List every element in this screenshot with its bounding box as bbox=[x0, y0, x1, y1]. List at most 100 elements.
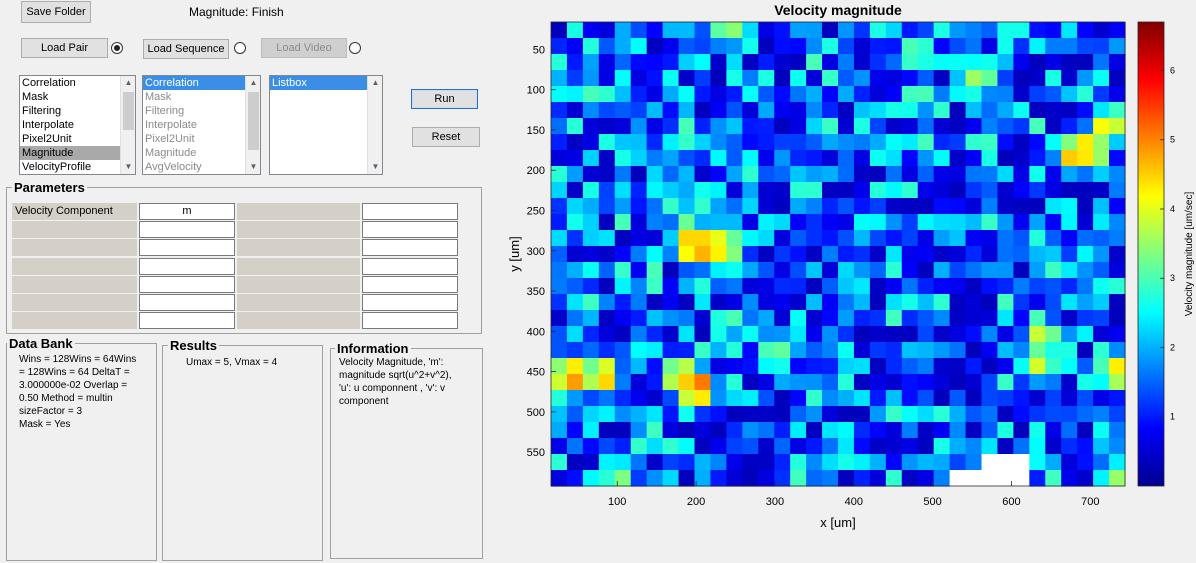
pipeline-scrollbar[interactable]: ▲ ▼ bbox=[245, 76, 260, 174]
heatmap-cell bbox=[646, 102, 664, 119]
colorbar-tick-label: 6 bbox=[1170, 65, 1175, 75]
scroll-up-icon[interactable]: ▲ bbox=[124, 78, 133, 87]
param-value-field[interactable] bbox=[362, 294, 458, 311]
heatmap-cell bbox=[1061, 70, 1078, 87]
heatmap-cell bbox=[790, 134, 807, 151]
param-value-field[interactable] bbox=[139, 294, 235, 311]
scroll-down-icon[interactable]: ▼ bbox=[371, 162, 380, 171]
heatmap-cell bbox=[838, 230, 855, 247]
pipeline-item[interactable]: Magnitude bbox=[145, 147, 197, 159]
heatmap-cell bbox=[869, 278, 887, 295]
param-value-field[interactable] bbox=[139, 258, 235, 275]
operation-item[interactable]: Magnitude bbox=[20, 146, 135, 160]
generic-listbox[interactable]: Listbox ▲ ▼ bbox=[269, 75, 383, 175]
heatmap-cell bbox=[901, 326, 919, 343]
operation-item[interactable]: VelocityProfile bbox=[22, 161, 92, 173]
pipeline-item[interactable]: Correlation bbox=[143, 76, 260, 90]
run-button[interactable]: Run bbox=[411, 89, 478, 109]
heatmap-cell bbox=[1045, 134, 1062, 151]
heatmap-cell bbox=[790, 454, 807, 471]
param-value-field[interactable]: m bbox=[139, 203, 235, 220]
scroll-up-icon[interactable]: ▲ bbox=[249, 78, 258, 87]
save-folder-button[interactable]: Save Folder bbox=[21, 1, 91, 23]
heatmap-cell bbox=[949, 342, 967, 359]
heatmap-cell bbox=[917, 406, 935, 423]
heatmap-cell bbox=[806, 102, 823, 119]
scroll-thumb[interactable] bbox=[248, 92, 259, 150]
operation-item[interactable]: Interpolate bbox=[22, 119, 74, 131]
param-value-field[interactable] bbox=[362, 276, 458, 293]
heatmap-cell bbox=[678, 70, 696, 87]
load-video-button[interactable]: Load Video bbox=[261, 38, 347, 58]
heatmap-cell bbox=[933, 342, 951, 359]
operations-scrollbar[interactable]: ▲ ▼ bbox=[120, 76, 135, 174]
heatmap-cell bbox=[853, 358, 871, 375]
param-value-field[interactable] bbox=[362, 203, 458, 220]
scroll-thumb[interactable] bbox=[123, 92, 134, 130]
heatmap-cell bbox=[662, 182, 680, 199]
heatmap-cell bbox=[965, 118, 983, 135]
heatmap-cell bbox=[1077, 134, 1094, 151]
heatmap-cell bbox=[662, 422, 680, 439]
pipeline-item[interactable]: Mask bbox=[145, 91, 172, 103]
heatmap-cell bbox=[694, 326, 712, 343]
heatmap-cell bbox=[853, 438, 871, 455]
heatmap-cell bbox=[949, 38, 967, 55]
heatmap-cell bbox=[1013, 118, 1030, 135]
param-value-field[interactable] bbox=[362, 221, 458, 238]
operation-item[interactable]: Filtering bbox=[22, 105, 62, 117]
heatmap-cell bbox=[678, 22, 696, 39]
heatmap-cell bbox=[694, 454, 712, 471]
operations-listbox[interactable]: Correlation Mask Filtering Interpolate Pixel… bbox=[19, 75, 136, 175]
pipeline-item[interactable]: Pixel2Unit bbox=[145, 133, 195, 145]
listbox-item[interactable]: Listbox bbox=[270, 76, 382, 90]
param-value-field[interactable] bbox=[139, 276, 235, 293]
generic-scrollbar[interactable]: ▲ ▼ bbox=[367, 76, 382, 174]
heatmap-cell bbox=[1029, 470, 1046, 487]
reset-button[interactable]: Reset bbox=[412, 127, 480, 147]
operation-item[interactable]: Correlation bbox=[22, 77, 76, 89]
operation-item[interactable]: Pixel2Unit bbox=[22, 133, 72, 145]
heatmap-cell bbox=[806, 54, 823, 71]
scroll-down-icon[interactable]: ▼ bbox=[124, 162, 133, 171]
heatmap-cell bbox=[662, 38, 680, 55]
load-pair-button[interactable]: Load Pair bbox=[21, 38, 108, 58]
param-value-field[interactable] bbox=[139, 239, 235, 256]
heatmap-cell bbox=[869, 70, 887, 87]
heatmap-cell bbox=[614, 230, 632, 247]
heatmap-cell bbox=[853, 262, 871, 279]
heatmap-cell bbox=[1013, 278, 1030, 295]
heatmap-cell bbox=[774, 70, 791, 87]
heatmap-cell bbox=[822, 342, 839, 359]
pipeline-item[interactable]: AvgVelocity bbox=[145, 161, 202, 173]
param-value-field[interactable] bbox=[362, 239, 458, 256]
heatmap-cell bbox=[997, 422, 1014, 439]
scroll-down-icon[interactable]: ▼ bbox=[249, 162, 258, 171]
operation-item[interactable]: Mask bbox=[22, 91, 49, 103]
load-sequence-button[interactable]: Load Sequence bbox=[143, 39, 229, 59]
load-pair-radio[interactable] bbox=[111, 42, 123, 54]
heatmap-cell bbox=[822, 22, 839, 39]
load-video-radio[interactable] bbox=[349, 42, 361, 54]
heatmap-cell bbox=[853, 278, 871, 295]
heatmap-cell bbox=[949, 166, 967, 183]
heatmap-cell bbox=[1077, 454, 1094, 471]
heatmap-cell bbox=[646, 374, 664, 391]
heatmap-cell bbox=[1077, 406, 1094, 423]
pipeline-listbox[interactable]: Correlation Mask Filtering Interpolate Pixel… bbox=[142, 75, 261, 175]
heatmap-cell bbox=[551, 342, 568, 359]
param-value-field[interactable] bbox=[362, 312, 458, 329]
heatmap-cell bbox=[774, 118, 791, 135]
scroll-up-icon[interactable]: ▲ bbox=[371, 78, 380, 87]
pipeline-item[interactable]: Interpolate bbox=[145, 119, 197, 131]
param-value-field[interactable] bbox=[362, 258, 458, 275]
param-value-field[interactable] bbox=[139, 312, 235, 329]
load-sequence-radio[interactable] bbox=[234, 42, 246, 54]
param-value-field[interactable] bbox=[139, 221, 235, 238]
heatmap-cell bbox=[822, 326, 839, 343]
pipeline-item[interactable]: Filtering bbox=[145, 105, 185, 117]
heatmap-cell bbox=[758, 438, 775, 455]
heatmap-cell bbox=[965, 230, 983, 247]
heatmap-cell bbox=[933, 422, 951, 439]
